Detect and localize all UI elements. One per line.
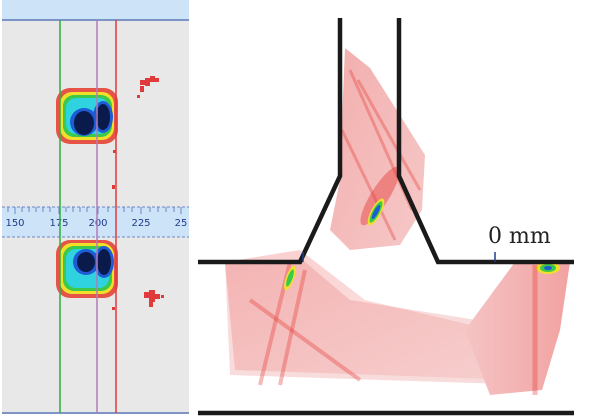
scale-tick-label: 175 <box>49 218 68 229</box>
scale-tick-label: 225 <box>131 218 150 229</box>
lower-left-sector-scan[interactable] <box>225 250 540 386</box>
weld-sector-canvas: 0 mm <box>198 18 574 416</box>
noise-indications <box>112 76 164 310</box>
lower-right-sector-scan[interactable] <box>465 262 570 395</box>
position-label: 0 mm <box>488 224 551 249</box>
top-header-strip <box>2 0 189 20</box>
weld-sector-view: 0 mm <box>190 0 603 419</box>
weld-outline <box>198 18 574 265</box>
scale-tick-label: 150 <box>5 218 24 229</box>
scale-ticks <box>7 207 182 214</box>
defect-indication-lower[interactable] <box>56 240 118 298</box>
defect-indication-upper[interactable] <box>56 88 118 144</box>
scale-tick-label: 25 <box>175 218 188 229</box>
scan-data-canvas: 150 175 200 225 25 <box>0 0 190 419</box>
scale-tick-label: 200 <box>88 218 107 229</box>
scan-data-panel: 150 175 200 225 25 <box>0 0 190 419</box>
horizontal-scale-bar[interactable]: 150 175 200 225 25 <box>2 206 189 238</box>
upper-sector-scan[interactable] <box>330 48 425 250</box>
